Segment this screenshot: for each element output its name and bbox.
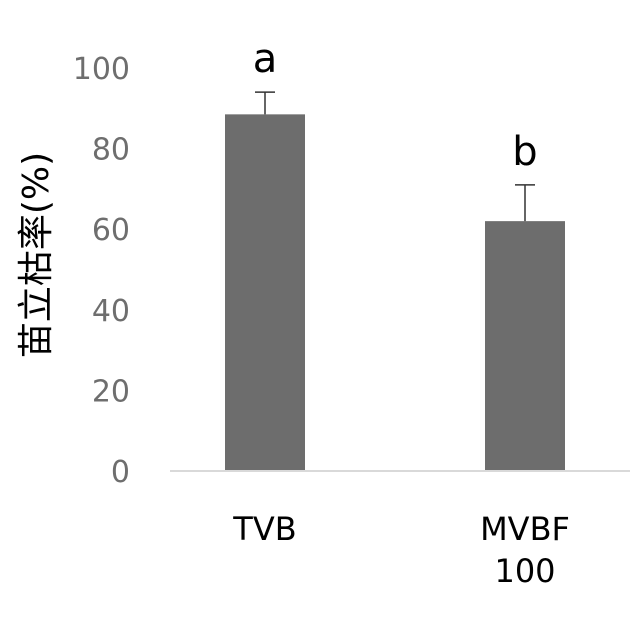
y-tick-label: 80 — [92, 133, 130, 168]
y-tick-label: 100 — [73, 52, 130, 87]
x-axis-ticks: TVB MVBF100 — [232, 510, 570, 590]
bar — [225, 114, 305, 471]
error-bar — [255, 92, 275, 114]
y-tick-label: 40 — [92, 294, 130, 329]
y-tick-label: 20 — [92, 374, 130, 409]
y-tick-label: 0 — [111, 455, 130, 490]
bar — [485, 221, 565, 471]
y-tick-label: 60 — [92, 213, 130, 248]
x-tick-label: MVBF100 — [480, 510, 570, 590]
y-axis-ticks: 0 20 40 60 80 100 — [73, 52, 130, 490]
y-axis-label: 苗立枯率(%) — [16, 152, 57, 358]
significance-label: b — [512, 129, 537, 175]
error-bar — [515, 185, 535, 221]
significance-label: a — [253, 36, 278, 82]
x-tick-label: TVB — [232, 510, 296, 548]
